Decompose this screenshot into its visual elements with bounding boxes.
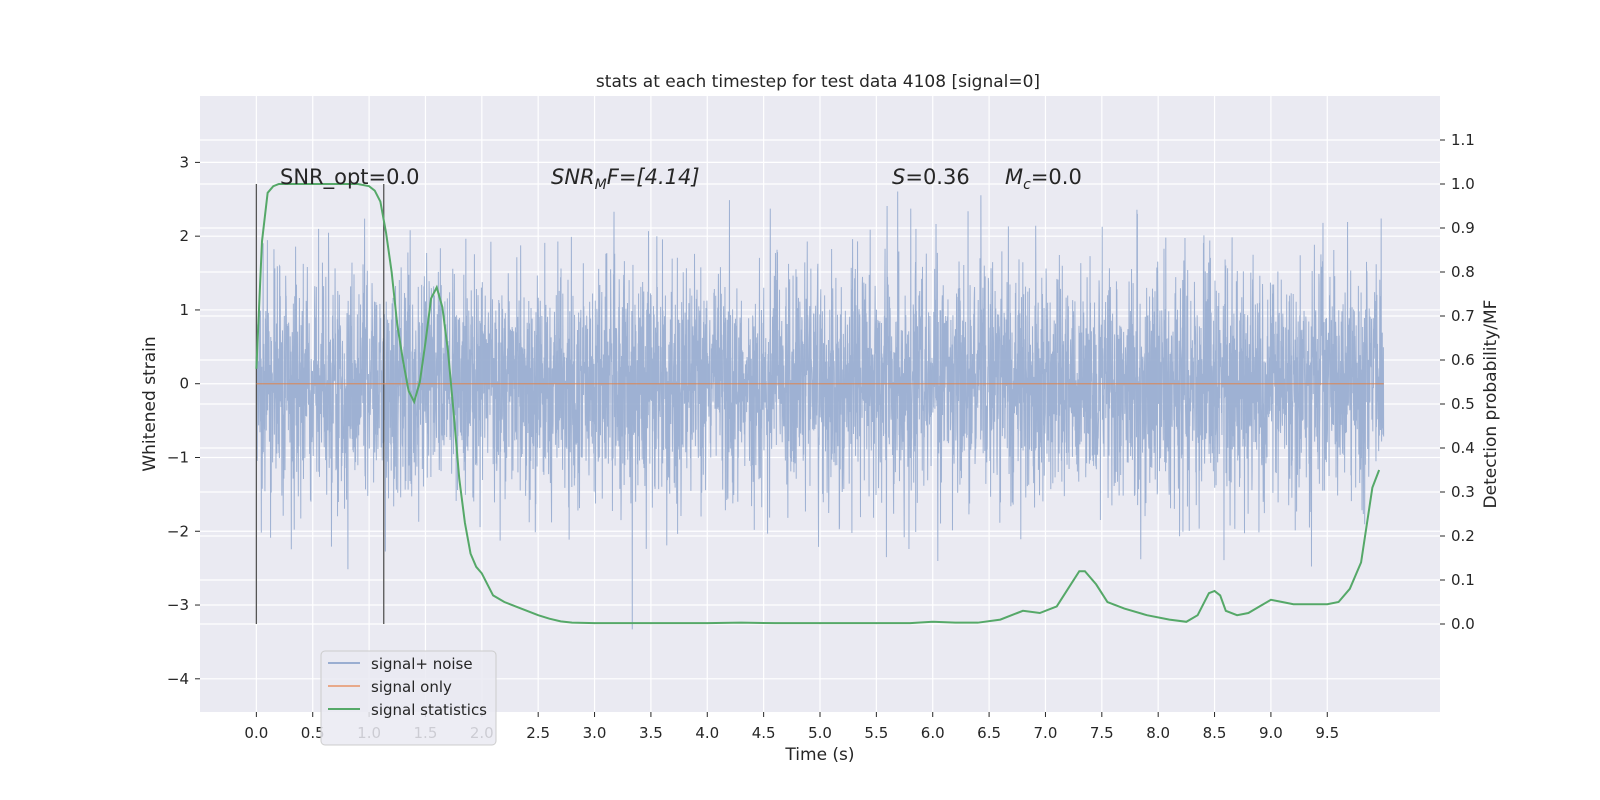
- right-y-tick-label: 0.6: [1451, 351, 1475, 369]
- right-y-tick-label: 0.0: [1451, 615, 1475, 633]
- x-tick-label: 6.5: [977, 724, 1001, 742]
- right-y-axis-ticks: 1.1 1.0 0.9 0.8 0.7 0.6 0.5 0.4 0.3 0.2 0.1 0.0: [1440, 131, 1475, 633]
- x-tick-label: 7.0: [1034, 724, 1058, 742]
- right-y-tick-label: 0.2: [1451, 527, 1475, 545]
- x-tick-label: 0.5: [301, 724, 325, 742]
- marker-lines: [255, 184, 385, 624]
- left-y-tick-label: 3: [179, 153, 189, 171]
- annotation-snr-mf-main: SNR: [551, 165, 595, 189]
- x-tick-label: 3.5: [639, 724, 663, 742]
- right-y-tick-label: 0.7: [1451, 307, 1475, 325]
- right-y-tick-label: 0.5: [1451, 395, 1475, 413]
- legend: signal+ noise signal only signal statist…: [320, 650, 497, 746]
- right-y-tick-label: 0.4: [1451, 439, 1475, 457]
- right-y-tick-label: 0.8: [1451, 263, 1475, 281]
- series-line-signal-plus-noise: [255, 191, 1385, 630]
- annotation-s-rest: =0.36: [905, 165, 969, 189]
- legend-label-noise: signal+ noise: [371, 655, 473, 673]
- annotation-snr-mf: SNRMF=[4.14]: [551, 165, 700, 193]
- right-y-tick-label: 1.0: [1451, 175, 1475, 193]
- left-y-tick-label: −2: [167, 522, 189, 540]
- x-tick-label: 8.5: [1203, 724, 1227, 742]
- x-tick-label: 4.0: [695, 724, 719, 742]
- annotation-snr-mf-sub: M: [595, 177, 607, 193]
- x-axis-label: Time (s): [784, 745, 854, 765]
- x-tick-label: 5.0: [808, 724, 832, 742]
- annotation-snr-mf-rest: F=[4.14]: [607, 165, 700, 189]
- x-tick-label: 0.0: [244, 724, 268, 742]
- annotation-mc: Mc=0.0: [1005, 165, 1082, 193]
- annotation-s: S=0.36: [892, 165, 970, 189]
- signal-statistics-series: [255, 183, 1381, 625]
- right-y-tick-label: 0.9: [1451, 219, 1475, 237]
- left-y-tick-label: 1: [179, 301, 189, 319]
- right-y-axis-label: Detection probability/MF: [1481, 300, 1501, 509]
- x-tick-label: 9.5: [1315, 724, 1339, 742]
- left-y-tick-label: 0: [179, 375, 189, 393]
- x-tick-label: 5.5: [864, 724, 888, 742]
- left-y-tick-label: −1: [167, 448, 189, 466]
- right-y-tick-label: 0.3: [1451, 483, 1475, 501]
- legend-box: [320, 650, 497, 746]
- x-tick-label: 4.5: [752, 724, 776, 742]
- annotation-mc-rest: =0.0: [1031, 165, 1082, 189]
- chart-title: stats at each timestep for test data 410…: [596, 72, 1040, 92]
- annotation-mc-main: M: [1005, 165, 1023, 189]
- x-tick-label: 6.0: [921, 724, 945, 742]
- series-line-signal-statistics: [255, 183, 1381, 625]
- annotation-snr-opt: SNR_opt=0.0: [280, 165, 420, 190]
- signal-plus-noise-series: [255, 191, 1385, 630]
- x-tick-label: 7.5: [1090, 724, 1114, 742]
- right-y-tick-label: 1.1: [1451, 131, 1475, 149]
- left-y-tick-label: −4: [167, 670, 189, 688]
- left-y-tick-label: 2: [179, 227, 189, 245]
- x-tick-label: 9.0: [1259, 724, 1283, 742]
- legend-label-signal-only: signal only: [371, 678, 452, 696]
- left-y-axis-ticks: 3 2 1 0 −1 −2 −3 −4: [167, 153, 200, 688]
- x-tick-label: 8.0: [1146, 724, 1170, 742]
- annotation-mc-sub: c: [1023, 177, 1031, 193]
- left-y-axis-label: Whitened strain: [140, 336, 160, 471]
- x-tick-label: 3.0: [583, 724, 607, 742]
- right-y-tick-label: 0.1: [1451, 571, 1475, 589]
- x-tick-label: 2.5: [526, 724, 550, 742]
- left-y-tick-label: −3: [167, 596, 189, 614]
- annotation-s-main: S: [892, 165, 905, 189]
- legend-label-statistics: signal statistics: [371, 701, 487, 719]
